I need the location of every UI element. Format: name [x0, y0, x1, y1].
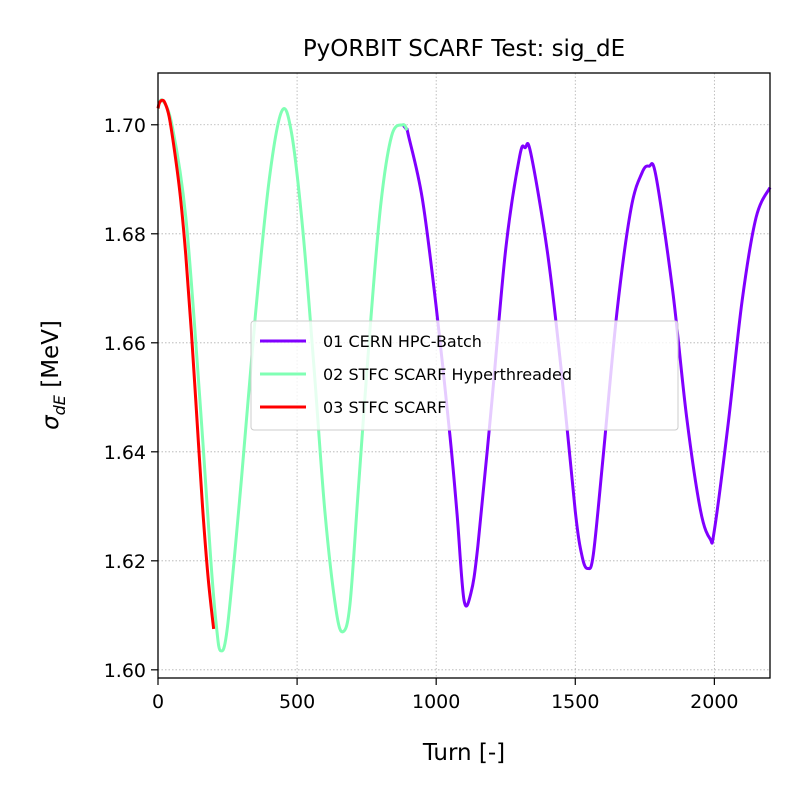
y-tick-label: 1.62: [104, 551, 146, 573]
y-axis-label: σdE [MeV]: [38, 320, 69, 430]
y-tick-label: 1.66: [104, 333, 146, 355]
x-tick-label: 0: [152, 691, 164, 713]
y-tick-label: 1.64: [104, 442, 146, 464]
chart-title: PyORBIT SCARF Test: sig_dE: [303, 36, 625, 62]
y-axis-symbol: σ: [38, 414, 64, 430]
x-tick-label: 2000: [690, 691, 738, 713]
x-axis-label: Turn [-]: [422, 740, 505, 766]
series-line-3: [156, 98, 216, 630]
legend-label-2: 02 STFC SCARF Hyperthreaded: [323, 365, 572, 384]
series-line-1: [401, 123, 772, 608]
x-tick-label: 500: [279, 691, 315, 713]
ticks: 0 500 1000 1500 2000 1.60 1.62 1.64 1.66 1.68 1.70: [104, 115, 739, 713]
y-tick-label: 1.70: [104, 115, 146, 137]
legend-box: [250, 320, 679, 431]
plot-frame: [157, 72, 771, 679]
x-tick-label: 1500: [551, 691, 599, 713]
legend-label-3: 03 STFC SCARF: [323, 398, 446, 417]
y-tick-label: 1.68: [104, 224, 146, 246]
x-tick-label: 1000: [412, 691, 460, 713]
legend: 01 CERN HPC-Batch 02 STFC SCARF Hyperthre…: [250, 320, 679, 431]
legend-label-1: 01 CERN HPC-Batch: [323, 332, 482, 351]
y-axis-subscript: dE: [50, 394, 69, 415]
y-axis-unit: [MeV]: [38, 320, 64, 395]
y-tick-label: 1.60: [104, 660, 146, 682]
